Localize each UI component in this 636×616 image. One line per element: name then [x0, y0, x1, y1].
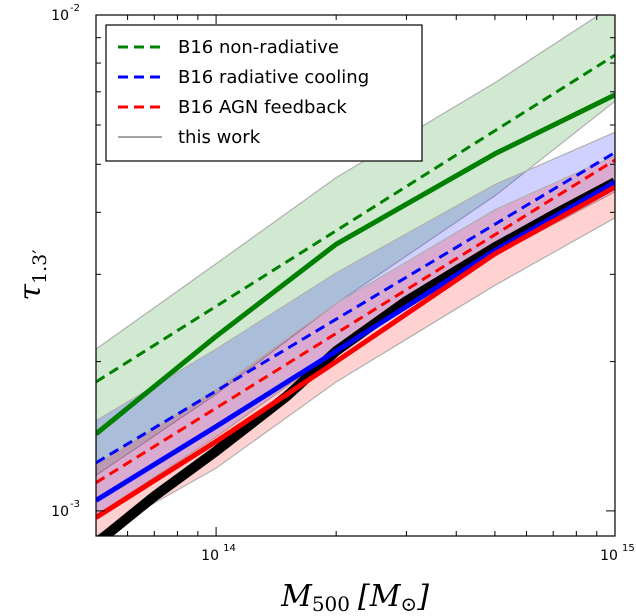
- y-tick-exponent: -2: [70, 3, 80, 14]
- legend-label: this work: [178, 127, 261, 148]
- svg-text:τ1.3′: τ1.3′: [13, 249, 51, 300]
- legend-item: B16 non-radiative: [118, 37, 339, 58]
- x-tick-exponent: 15: [622, 543, 635, 554]
- series-lines: [96, 53, 615, 536]
- legend-label: B16 radiative cooling: [178, 67, 369, 88]
- x-tick-label: 10: [201, 548, 219, 564]
- legend-label: B16 non-radiative: [178, 37, 339, 58]
- y-tick-label: 10: [51, 504, 69, 520]
- legend-item: this work: [118, 127, 261, 148]
- y-axis-label: τ1.3′: [13, 249, 51, 300]
- nonrad-band-area: [96, 15, 615, 477]
- y-tick-label: 10: [51, 8, 69, 24]
- x-axis-label: M500 [M⊙]: [280, 579, 429, 616]
- agn-solid-line: [96, 184, 615, 520]
- axis-ticks: [96, 14, 616, 536]
- plot-frame: [95, 14, 616, 537]
- legend-item: B16 radiative cooling: [118, 67, 369, 88]
- nonrad-dashed-line: [96, 53, 615, 384]
- legend: B16 non-radiative B16 radiative cooling B1…: [105, 24, 423, 162]
- agn-dashed-line: [96, 158, 615, 484]
- rad-solid-line: [96, 180, 615, 503]
- y-tick-exponent: -3: [70, 499, 80, 510]
- rad-dashed-line: [96, 151, 615, 465]
- legend-item: B16 AGN feedback: [118, 97, 347, 118]
- legend-label: B16 AGN feedback: [178, 97, 347, 118]
- x-tick-label: 10: [600, 548, 618, 564]
- x-tick-exponent: 14: [223, 543, 236, 554]
- nonrad-solid-line: [96, 92, 615, 436]
